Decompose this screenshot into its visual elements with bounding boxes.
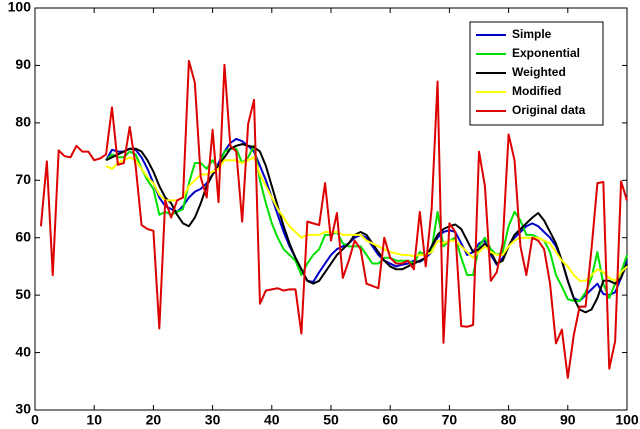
legend-label: Weighted [512,65,566,79]
y-tick-label: 60 [15,228,31,244]
legend-label: Original data [512,103,586,117]
x-tick-label: 40 [264,412,280,428]
y-tick-label: 100 [8,0,32,15]
x-tick-label: 30 [205,412,221,428]
x-tick-label: 20 [146,412,162,428]
series-line [105,137,628,302]
series-line [39,59,628,379]
series-line [105,156,628,282]
y-tick-label: 90 [15,56,31,72]
series-line [105,143,628,314]
y-tick-label: 80 [15,114,31,130]
y-tick-label: 30 [15,401,31,417]
y-tick-label: 50 [15,286,31,302]
y-tick-label: 40 [15,343,31,359]
legend-label: Simple [512,27,552,41]
legend: Simple Exponential Weighted Modified Origina… [469,21,604,126]
x-tick-label: 60 [382,412,398,428]
x-tick-label: 0 [31,412,39,428]
x-tick-label: 100 [615,412,639,428]
x-tick-label: 50 [323,412,339,428]
y-tick-label: 70 [15,171,31,187]
x-tick-label: 70 [442,412,458,428]
legend-label: Exponential [512,46,580,60]
x-tick-label: 10 [86,412,102,428]
x-tick-label: 80 [501,412,517,428]
x-tick-label: 90 [560,412,576,428]
legend-label: Modified [512,84,561,98]
